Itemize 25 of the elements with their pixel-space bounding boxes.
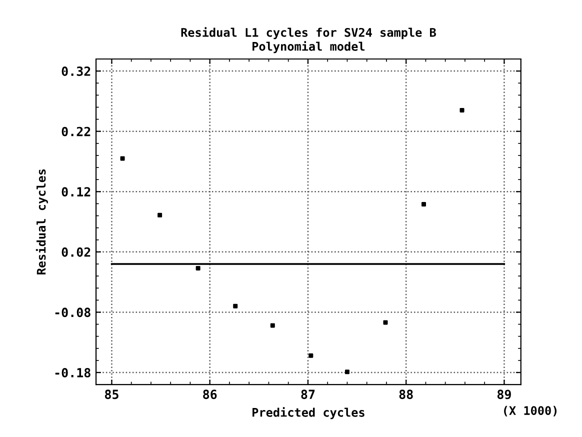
point	[308, 353, 314, 358]
y-tick-label: 0.22	[62, 126, 90, 136]
x-tick-label: 87	[301, 390, 315, 400]
y-tick-label: 0.12	[62, 187, 90, 197]
point	[460, 108, 464, 112]
point	[344, 370, 350, 374]
y-tick-label: -0.08	[55, 308, 90, 318]
point	[270, 323, 275, 328]
y-axis-title: Residual cycles	[36, 169, 48, 274]
x-axis-title: Predicted cycles	[252, 407, 364, 420]
point	[158, 212, 162, 218]
x-tick-label: 85	[104, 390, 118, 400]
text: (X 1000)	[504, 406, 557, 416]
point	[383, 320, 388, 325]
x-tick-label: 86	[203, 390, 217, 400]
point	[233, 304, 238, 308]
y-tick-label: -0.18	[55, 368, 90, 378]
point	[120, 156, 125, 161]
point	[196, 266, 200, 270]
x-tick-label: 88	[399, 390, 413, 400]
x-tick-label: 89	[497, 390, 511, 400]
y-tick-label: 0.32	[62, 66, 90, 76]
chart-title: Residual L1 cycles for SV24 sample B Polynomial model	[181, 27, 436, 54]
point	[422, 202, 426, 207]
y-tick-label: 0.02	[62, 247, 90, 257]
